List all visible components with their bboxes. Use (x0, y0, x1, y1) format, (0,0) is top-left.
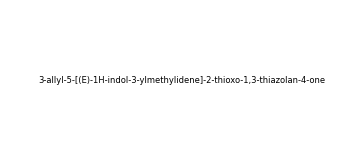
Text: 3-allyl-5-[(E)-1H-indol-3-ylmethylidene]-2-thioxo-1,3-thiazolan-4-one: 3-allyl-5-[(E)-1H-indol-3-ylmethylidene]… (39, 76, 325, 85)
